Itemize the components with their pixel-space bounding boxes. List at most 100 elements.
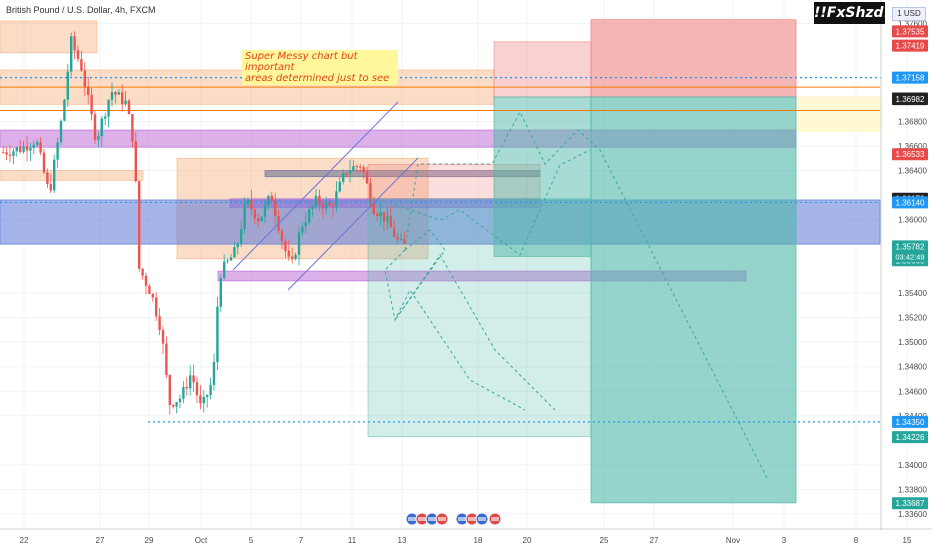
price-axis[interactable]: 1.376001.368001.366001.364001.360001.358… <box>892 19 928 519</box>
candle-body-63 <box>216 306 219 363</box>
candle-body-61 <box>209 384 212 396</box>
candle-body-112 <box>382 212 386 222</box>
candle-body-80 <box>274 200 277 216</box>
channel-upper <box>232 101 399 271</box>
candle-body-115 <box>393 227 396 238</box>
candle-body-67 <box>229 257 233 261</box>
event-flag-stripe-2 <box>428 517 436 521</box>
price-label-bg-12 <box>892 497 928 510</box>
candle-body-53 <box>182 387 185 399</box>
candle-body-103 <box>352 166 355 171</box>
candle-body-6 <box>22 146 25 152</box>
economic-events[interactable] <box>405 512 502 526</box>
channel-lower <box>287 157 419 291</box>
candle-body-62 <box>212 362 216 385</box>
candle-body-41 <box>141 268 144 276</box>
candle-body-32 <box>110 92 114 101</box>
candle-body-108 <box>369 183 372 204</box>
currency-label[interactable]: 1 USD <box>892 7 926 21</box>
candle-body-52 <box>178 398 182 403</box>
candle-body-27 <box>93 114 97 140</box>
brand-badge: !!FxShzd!! <box>814 2 896 24</box>
time-axis[interactable]: 22 27 29 Oct 5 7 11 13 18 20 25 27 Nov 3 8 15 <box>20 536 912 545</box>
price-label-0: 1.37535 <box>896 27 925 36</box>
price-label-12: 1.33687 <box>896 499 925 508</box>
candle-body-65 <box>223 261 226 278</box>
price-label-5: 1.36533 <box>896 150 925 159</box>
price-label-bg-7 <box>892 196 928 209</box>
candle-body-57 <box>195 382 199 396</box>
candle-body-83 <box>284 241 287 251</box>
y-tick-2: 1.36600 <box>898 142 927 151</box>
zone-teal-low <box>367 198 592 438</box>
y-tick-6: 1.35400 <box>898 289 927 298</box>
y-tick-8: 1.35000 <box>898 338 927 347</box>
candle-body-4 <box>15 147 18 152</box>
annotation-line-1: Super Messy chart but important <box>245 51 358 73</box>
price-label-11: 1.34226 <box>896 433 925 442</box>
x-tick-2: 29 <box>145 536 154 545</box>
candle-body-56 <box>192 375 195 383</box>
candle-body-98 <box>335 191 338 208</box>
event-flag-stripe-1 <box>418 517 426 521</box>
price-label-2: 1.37158 <box>896 74 925 83</box>
candle-body-35 <box>121 92 124 105</box>
x-tick-14: 8 <box>854 536 859 545</box>
candle-body-50 <box>172 404 175 407</box>
candle-body-99 <box>338 181 341 192</box>
zone-teal-right <box>590 96 797 504</box>
candle-body-18 <box>63 99 66 121</box>
candle-body-88 <box>301 226 304 233</box>
candle-body-39 <box>134 141 137 182</box>
candle-body-42 <box>144 275 148 286</box>
candle-body-105 <box>359 166 362 168</box>
candle-body-24 <box>83 70 86 87</box>
candle-body-95 <box>325 202 328 209</box>
candle-body-55 <box>189 375 192 389</box>
candle-body-10 <box>36 142 39 146</box>
candle-body-37 <box>127 100 131 115</box>
candle-body-109 <box>372 203 375 214</box>
y-tick-0: 1.37600 <box>898 19 927 28</box>
candle-body-78 <box>267 195 270 205</box>
candle-body-73 <box>250 199 253 210</box>
event-flag-stripe-6 <box>478 517 486 521</box>
candle-body-49 <box>168 375 171 405</box>
projection-path-3 <box>394 149 591 256</box>
candle-body-1 <box>5 152 8 155</box>
symbol-title: British Pound / U.S. Dollar, 4h, FXCM <box>6 5 156 15</box>
candle-body-28 <box>97 136 100 140</box>
candle-body-17 <box>59 120 63 143</box>
candle-body-38 <box>131 114 134 142</box>
candle-body-84 <box>287 250 290 257</box>
x-tick-7: 13 <box>398 536 407 545</box>
y-tick-10: 1.34600 <box>898 387 927 396</box>
candle-body-74 <box>253 209 256 219</box>
candle-body-48 <box>165 343 168 376</box>
candle-body-23 <box>80 59 83 71</box>
candle-body-2 <box>8 154 12 156</box>
candle-body-12 <box>42 152 46 173</box>
candle-body-87 <box>297 232 301 255</box>
price-label-bg-10 <box>892 415 928 428</box>
candle-body-76 <box>260 216 263 222</box>
x-tick-3: Oct <box>195 536 208 545</box>
candle-body-47 <box>161 330 165 344</box>
price-label-bg-2 <box>892 71 928 84</box>
candle-body-90 <box>308 209 311 223</box>
x-tick-6: 11 <box>348 536 357 545</box>
projection-path-1 <box>394 229 556 411</box>
candle-body-34 <box>117 92 120 95</box>
candle-body-72 <box>246 199 250 205</box>
candle-body-58 <box>199 395 202 404</box>
candle-body-25 <box>87 86 90 95</box>
y-tick-13: 1.33800 <box>898 485 927 494</box>
x-tick-15: 15 <box>903 536 912 545</box>
candle-body-31 <box>107 100 110 117</box>
candle-body-102 <box>348 170 352 174</box>
candle-body-16 <box>56 142 59 160</box>
candle-body-77 <box>263 204 267 217</box>
y-tick-12: 1.34000 <box>898 461 927 470</box>
candle-body-26 <box>90 94 93 115</box>
